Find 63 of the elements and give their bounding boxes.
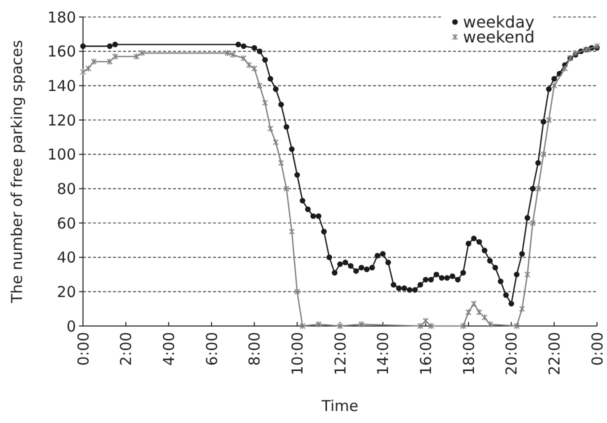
- y-tick-label: 20: [56, 282, 76, 301]
- x-tick-label: 22:00: [545, 332, 564, 376]
- point: [288, 228, 295, 236]
- point: [337, 322, 343, 330]
- x-tick-label: 20:00: [502, 332, 521, 376]
- point: [466, 308, 472, 316]
- y-tick-label: 120: [47, 111, 76, 130]
- x-tick-label: 14:00: [374, 332, 392, 376]
- point: [134, 52, 140, 60]
- point: [470, 300, 477, 308]
- x-tick-label: 10:00: [288, 332, 306, 376]
- x-tick-label: 0:00: [74, 332, 92, 366]
- y-tick-label: 180: [47, 8, 76, 26]
- x-tick-label: 18:00: [460, 332, 478, 376]
- point: [540, 150, 546, 158]
- point: [562, 65, 568, 72]
- point: [240, 54, 247, 62]
- y-tick-label: 140: [47, 76, 76, 95]
- point: [535, 185, 542, 192]
- point: [514, 322, 520, 330]
- point: [256, 82, 263, 90]
- point: [417, 322, 424, 330]
- legend-label: weekday: [463, 12, 534, 32]
- point: [283, 185, 290, 192]
- y-tick-label: 160: [47, 42, 76, 61]
- point: [358, 320, 364, 328]
- point: [551, 82, 558, 90]
- point: [224, 50, 231, 57]
- point: [524, 271, 530, 278]
- point: [272, 138, 279, 146]
- point: [460, 322, 466, 330]
- y-tick-label: 40: [56, 248, 76, 267]
- x-tick-label: 16:00: [416, 332, 435, 376]
- point: [251, 65, 258, 72]
- point: [262, 99, 268, 106]
- x-tick-label: 8:00: [246, 332, 264, 366]
- point: [278, 159, 284, 166]
- x-tick-label: 0:00: [588, 332, 606, 366]
- x-tick-label: 12:00: [331, 332, 350, 376]
- point: [230, 51, 236, 58]
- point: [246, 62, 252, 69]
- x-tick-label: 2:00: [117, 332, 136, 366]
- point: [294, 288, 300, 296]
- point: [85, 65, 92, 72]
- point: [90, 58, 97, 66]
- point: [112, 52, 118, 60]
- point: [486, 320, 493, 328]
- x-axis-title: Time: [320, 397, 358, 415]
- x-tick-label: 4:00: [160, 332, 178, 366]
- point: [106, 58, 113, 66]
- y-tick-label: 60: [56, 214, 76, 232]
- point: [300, 322, 306, 330]
- y-tick-label: 100: [47, 146, 76, 164]
- point: [530, 220, 536, 226]
- x-tick-label: 6:00: [202, 332, 221, 366]
- point: [316, 320, 322, 328]
- point: [267, 125, 274, 132]
- point: [519, 305, 526, 312]
- point: [138, 50, 145, 57]
- y-tick-label: 80: [56, 180, 76, 198]
- y-tick-label: 0: [66, 317, 76, 336]
- y-axis-title: The number of free parking spaces: [8, 40, 26, 304]
- point: [546, 116, 552, 124]
